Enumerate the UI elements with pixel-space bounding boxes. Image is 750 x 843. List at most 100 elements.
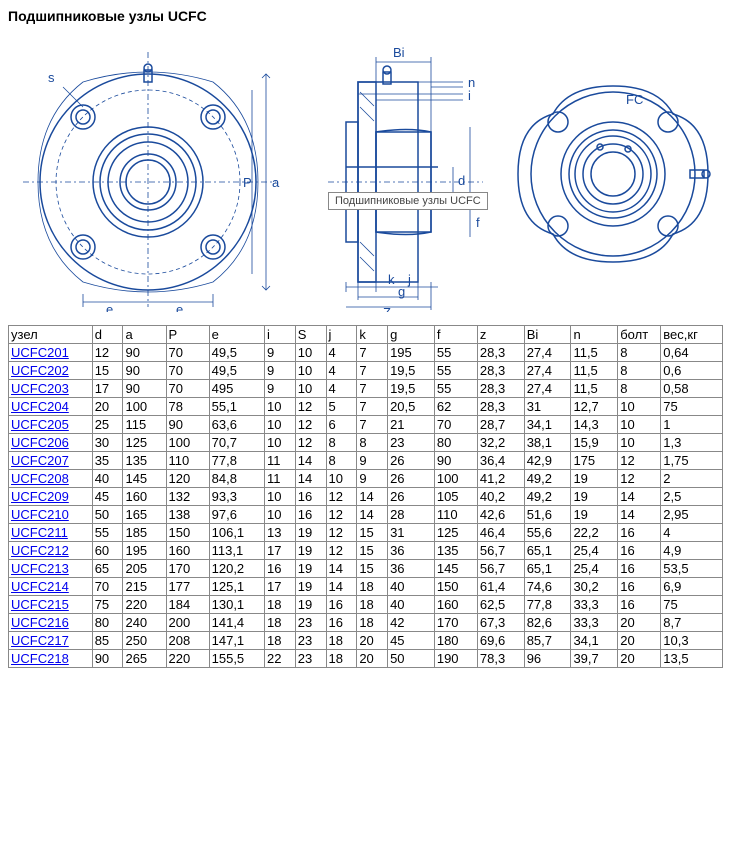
value-cell: 11,5 [571, 380, 618, 398]
model-link[interactable]: UCFC217 [11, 633, 69, 648]
value-cell: 9 [265, 344, 296, 362]
value-cell: 13,5 [661, 650, 723, 668]
value-cell: 56,7 [477, 560, 524, 578]
value-cell: 63,6 [209, 416, 264, 434]
value-cell: 14 [357, 488, 388, 506]
value-cell: 4 [326, 362, 357, 380]
model-link[interactable]: UCFC208 [11, 471, 69, 486]
value-cell: 8 [357, 434, 388, 452]
model-link[interactable]: UCFC212 [11, 543, 69, 558]
model-link[interactable]: UCFC204 [11, 399, 69, 414]
model-link-cell[interactable]: UCFC201 [9, 344, 93, 362]
model-link-cell[interactable]: UCFC207 [9, 452, 93, 470]
value-cell: 185 [123, 524, 166, 542]
model-link[interactable]: UCFC207 [11, 453, 69, 468]
table-row: UCFC2031790704959104719,55528,327,411,58… [9, 380, 723, 398]
value-cell: 7 [357, 380, 388, 398]
value-cell: 132 [166, 488, 209, 506]
model-link[interactable]: UCFC214 [11, 579, 69, 594]
value-cell: 11 [265, 470, 296, 488]
value-cell: 20 [618, 614, 661, 632]
value-cell: 220 [123, 596, 166, 614]
model-link-cell[interactable]: UCFC205 [9, 416, 93, 434]
model-link-cell[interactable]: UCFC203 [9, 380, 93, 398]
diagram-row: s a P e e [8, 32, 742, 315]
value-cell: 49,2 [524, 488, 571, 506]
value-cell: 12 [295, 416, 326, 434]
value-cell: 180 [434, 632, 477, 650]
model-link[interactable]: UCFC205 [11, 417, 69, 432]
value-cell: 110 [166, 452, 209, 470]
col-header: f [434, 326, 477, 344]
value-cell: 55,6 [524, 524, 571, 542]
value-cell: 38,1 [524, 434, 571, 452]
model-link-cell[interactable]: UCFC216 [9, 614, 93, 632]
value-cell: 10 [265, 506, 296, 524]
value-cell: 19 [295, 560, 326, 578]
value-cell: 32,2 [477, 434, 524, 452]
value-cell: 10 [295, 380, 326, 398]
value-cell: 45 [388, 632, 435, 650]
col-header: болт [618, 326, 661, 344]
model-link[interactable]: UCFC206 [11, 435, 69, 450]
value-cell: 23 [295, 632, 326, 650]
model-link[interactable]: UCFC215 [11, 597, 69, 612]
table-row: UCFC21785250208147,1182318204518069,685,… [9, 632, 723, 650]
value-cell: 55,1 [209, 398, 264, 416]
model-link-cell[interactable]: UCFC208 [9, 470, 93, 488]
dim-f: f [476, 215, 480, 230]
model-link-cell[interactable]: UCFC214 [9, 578, 93, 596]
model-link[interactable]: UCFC218 [11, 651, 69, 666]
value-cell: 200 [166, 614, 209, 632]
spec-table: узелdaPeiSjkgfzBinболтвес,кг UCFC2011290… [8, 325, 723, 668]
model-link-cell[interactable]: UCFC217 [9, 632, 93, 650]
model-link[interactable]: UCFC209 [11, 489, 69, 504]
col-header: g [388, 326, 435, 344]
col-header: Bi [524, 326, 571, 344]
table-row: UCFC21470215177125,1171914184015061,474,… [9, 578, 723, 596]
model-link[interactable]: UCFC213 [11, 561, 69, 576]
model-link-cell[interactable]: UCFC204 [9, 398, 93, 416]
value-cell: 177 [166, 578, 209, 596]
value-cell: 84,8 [209, 470, 264, 488]
dim-P: P [243, 175, 252, 190]
value-cell: 7 [357, 398, 388, 416]
value-cell: 4,9 [661, 542, 723, 560]
value-cell: 78,3 [477, 650, 524, 668]
value-cell: 1,3 [661, 434, 723, 452]
model-link-cell[interactable]: UCFC209 [9, 488, 93, 506]
model-link-cell[interactable]: UCFC202 [9, 362, 93, 380]
value-cell: 22 [265, 650, 296, 668]
value-cell: 65,1 [524, 542, 571, 560]
model-link-cell[interactable]: UCFC210 [9, 506, 93, 524]
value-cell: 5 [326, 398, 357, 416]
value-cell: 14 [618, 506, 661, 524]
model-link[interactable]: UCFC202 [11, 363, 69, 378]
model-link[interactable]: UCFC216 [11, 615, 69, 630]
model-link[interactable]: UCFC203 [11, 381, 69, 396]
model-link-cell[interactable]: UCFC206 [9, 434, 93, 452]
model-link[interactable]: UCFC201 [11, 345, 69, 360]
value-cell: 265 [123, 650, 166, 668]
value-cell: 155,5 [209, 650, 264, 668]
model-link-cell[interactable]: UCFC213 [9, 560, 93, 578]
table-row: UCFC2073513511077,8111489269036,442,9175… [9, 452, 723, 470]
value-cell: 19 [295, 542, 326, 560]
value-cell: 65 [92, 560, 123, 578]
model-link-cell[interactable]: UCFC211 [9, 524, 93, 542]
value-cell: 30,2 [571, 578, 618, 596]
model-link[interactable]: UCFC211 [11, 525, 68, 540]
value-cell: 27,4 [524, 380, 571, 398]
value-cell: 13 [265, 524, 296, 542]
value-cell: 19 [571, 506, 618, 524]
value-cell: 50 [388, 650, 435, 668]
value-cell: 125 [434, 524, 477, 542]
value-cell: 100 [123, 398, 166, 416]
value-cell: 113,1 [209, 542, 264, 560]
model-link[interactable]: UCFC210 [11, 507, 69, 522]
value-cell: 135 [123, 452, 166, 470]
model-link-cell[interactable]: UCFC215 [9, 596, 93, 614]
model-link-cell[interactable]: UCFC218 [9, 650, 93, 668]
page-title: Подшипниковые узлы UCFC [8, 8, 742, 24]
model-link-cell[interactable]: UCFC212 [9, 542, 93, 560]
